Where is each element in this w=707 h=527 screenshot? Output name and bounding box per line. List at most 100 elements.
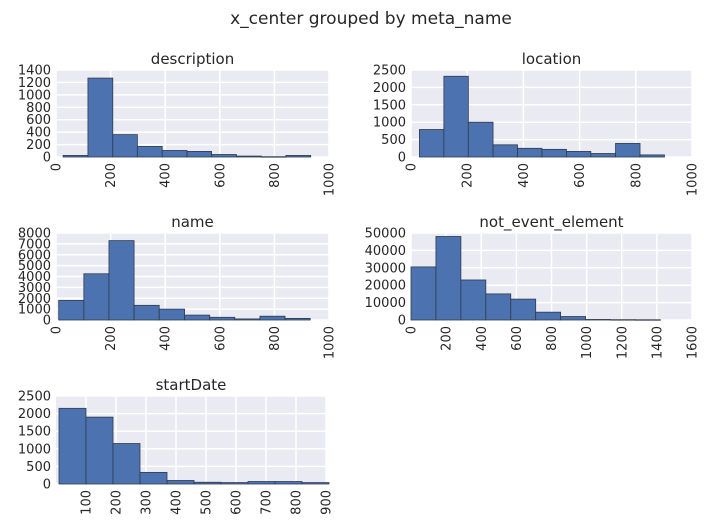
x-tick-label: 1000: [323, 326, 338, 359]
histogram-bar: [220, 482, 249, 485]
histogram-bar: [247, 481, 276, 485]
histogram-bar: [112, 443, 141, 485]
x-tick-label: 900: [320, 490, 335, 515]
y-tick-label: 2500: [18, 390, 51, 405]
histogram-bar: [87, 77, 114, 158]
y-tick-label: 30000: [365, 261, 406, 276]
x-tick-label: 0: [405, 163, 420, 171]
y-tick-label: 600: [26, 113, 51, 128]
subplot-title: not_event_element: [479, 213, 623, 232]
histogram-bar: [136, 146, 163, 158]
x-tick-label: 200: [461, 163, 476, 188]
x-tick-label: 100: [80, 490, 95, 515]
histogram-bar: [193, 481, 222, 485]
y-tick-label: 40000: [365, 244, 406, 259]
subplot-startDate: startDate 0 500 1000 1500 2000 2500 100 200 300 40…: [18, 376, 335, 515]
histogram-bar: [517, 147, 543, 158]
histogram-bar: [467, 121, 494, 158]
x-tick-label: 1200: [615, 326, 630, 359]
subplot-title: description: [151, 50, 234, 68]
histogram-bar: [639, 154, 665, 158]
subplot-title: startDate: [156, 376, 227, 394]
x-tick-label: 0: [405, 326, 420, 334]
histogram-bar: [410, 266, 437, 321]
histogram-bar: [85, 416, 114, 485]
y-tick-label: 500: [381, 133, 406, 148]
histogram-bar: [435, 236, 462, 321]
x-tick-label: 800: [268, 326, 283, 351]
x-tick-label: 600: [230, 490, 245, 515]
subplot-not-event-element: not_event_element01000020000300004000050…: [365, 213, 701, 359]
histogram-bar: [285, 155, 312, 158]
x-tick-label: 1600: [686, 326, 701, 359]
y-tick-label: 7000: [18, 237, 51, 252]
x-tick-label: 0: [50, 326, 65, 334]
histogram-bar: [108, 240, 135, 321]
subplot-title: name: [171, 213, 214, 231]
y-tick-label: 4000: [18, 270, 51, 285]
histogram-bar: [260, 156, 287, 158]
y-tick-label: 200: [26, 138, 51, 153]
x-tick-label: 600: [213, 326, 228, 351]
histogram-bar: [158, 308, 185, 321]
y-tick-label: 1500: [18, 425, 51, 440]
x-tick-label: 800: [268, 163, 283, 188]
y-tick-label: 1200: [18, 76, 51, 91]
y-tick-label: 6000: [18, 248, 51, 263]
x-tick-label: 800: [290, 490, 305, 515]
histogram-bar: [274, 481, 303, 485]
histogram-bar: [419, 129, 445, 158]
x-tick-label: 400: [159, 326, 174, 351]
histogram-bar: [259, 315, 286, 321]
x-tick-label: 1000: [686, 163, 701, 196]
histogram-bar: [133, 304, 160, 321]
x-tick-label: 200: [440, 326, 455, 351]
x-tick-label: 700: [260, 490, 275, 515]
histogram-bar: [83, 273, 110, 321]
histogram-bar: [541, 148, 567, 158]
histogram-bar: [610, 319, 636, 321]
y-tick-label: 2500: [373, 64, 406, 79]
y-tick-label: 20000: [365, 279, 406, 294]
x-tick-label: 1000: [580, 326, 595, 359]
y-tick-label: 8000: [18, 227, 51, 242]
histogram-bar: [565, 151, 592, 158]
y-tick-label: 2000: [373, 81, 406, 96]
y-tick-label: 1000: [18, 303, 51, 318]
histogram-bar: [211, 154, 237, 158]
x-tick-label: 600: [573, 163, 588, 188]
histogram-bar: [485, 293, 512, 321]
subplot-location: location 0 500 1000 1500 2000 2500 0 200 400 600 80…: [373, 50, 701, 196]
y-tick-label: 1000: [373, 116, 406, 131]
y-tick-label: 1000: [18, 442, 51, 457]
histogram-bar: [234, 318, 261, 321]
figure-title: x_center grouped by meta_name: [230, 9, 512, 29]
x-tick-label: 400: [475, 326, 490, 351]
histogram-bar: [443, 75, 469, 158]
histogram-bar: [560, 316, 586, 321]
x-tick-label: 200: [104, 326, 119, 351]
y-tick-label: 0: [43, 478, 51, 493]
x-tick-label: 800: [629, 163, 644, 188]
histogram-bar: [112, 134, 138, 158]
histogram-bar: [585, 319, 611, 321]
histogram-bar: [236, 155, 262, 158]
x-tick-label: 200: [104, 163, 119, 188]
y-tick-label: 0: [43, 151, 51, 166]
y-tick-label: 800: [26, 101, 51, 116]
y-tick-label: 0: [398, 151, 406, 166]
subplot-title: location: [522, 50, 582, 68]
x-tick-label: 0: [50, 163, 65, 171]
y-tick-label: 1400: [18, 64, 51, 79]
x-tick-label: 600: [510, 326, 525, 351]
histogram-bar: [166, 480, 195, 485]
y-tick-label: 0: [43, 314, 51, 329]
x-tick-label: 500: [200, 490, 215, 515]
histogram-bar: [161, 150, 188, 158]
histogram-bar: [284, 317, 311, 321]
y-tick-label: 2000: [18, 292, 51, 307]
histogram-bar: [186, 151, 213, 158]
